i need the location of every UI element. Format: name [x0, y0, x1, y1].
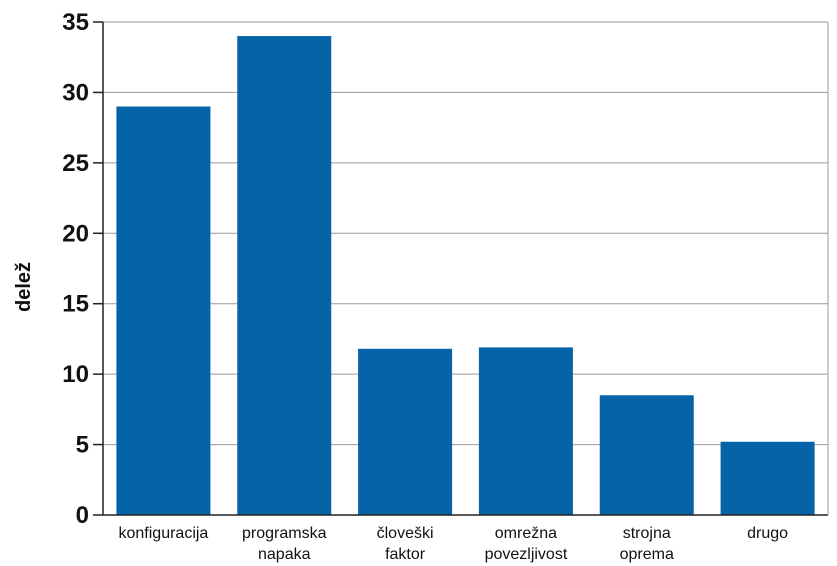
- bar: [237, 36, 332, 515]
- bars: [116, 36, 815, 515]
- x-tick-label: strojna oprema: [620, 525, 674, 563]
- y-axis-label: delež: [13, 262, 35, 312]
- bar: [116, 106, 211, 515]
- y-tick-labels: 0 5 10 15 20 25 30 35: [62, 9, 103, 529]
- x-tick-label: programska napaka: [242, 525, 327, 563]
- x-tick-label: omrežna povezljivost: [485, 525, 568, 563]
- gridlines: [103, 21, 828, 446]
- x-tick-label: konfiguracija: [119, 525, 209, 542]
- y-tick-label: 10: [62, 361, 89, 388]
- x-tick-label: človeški faktor: [377, 525, 434, 563]
- axes: [102, 22, 829, 516]
- y-tick-label: 5: [76, 432, 89, 459]
- x-tick-label: drugo: [747, 525, 788, 542]
- y-tick-label: 15: [62, 291, 89, 318]
- y-tick-label: 20: [62, 220, 89, 247]
- x-tick-labels: konfiguracija programska napaka človeški fak…: [119, 525, 789, 563]
- y-tick-label: 0: [76, 502, 89, 529]
- bar: [720, 441, 815, 515]
- y-tick-label: 35: [62, 9, 89, 36]
- bar: [478, 347, 573, 515]
- y-tick-label: 30: [62, 79, 89, 106]
- bar: [358, 348, 453, 515]
- bar: [599, 395, 694, 515]
- y-tick-label: 25: [62, 150, 89, 177]
